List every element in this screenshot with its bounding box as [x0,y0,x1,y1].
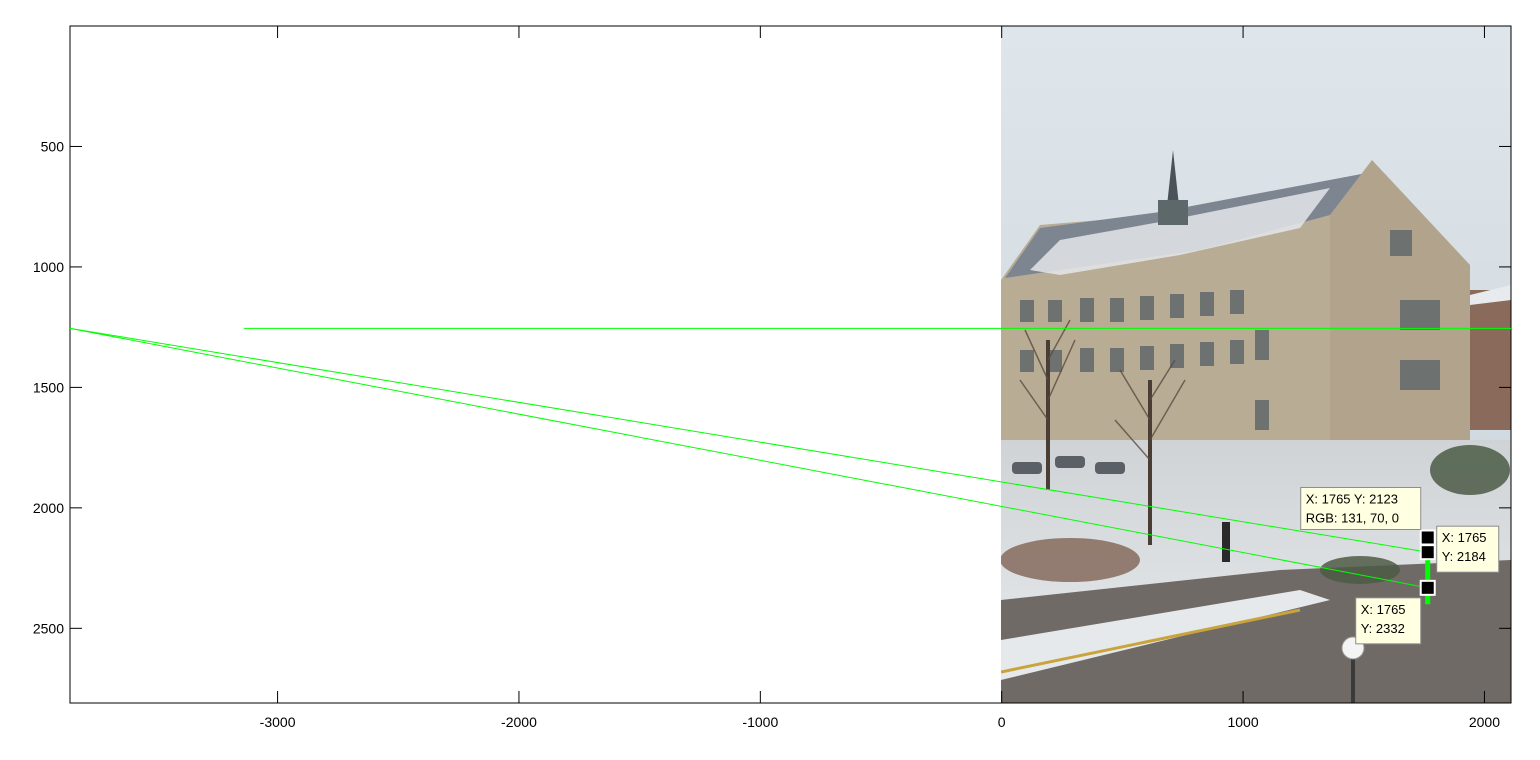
datatip-line: Y: 2184 [1442,549,1486,564]
datatip-marker[interactable] [1419,529,1436,546]
axis-ticks: -3000 -2000 -1000 0 1000 2000 500 1000 1500 2000 2… [33,26,1511,730]
y-tick-label: 500 [41,138,65,154]
datatip-line: RGB: 131, 70, 0 [1306,510,1399,525]
axes-box [69,25,1512,704]
datatip-box [1300,486,1422,530]
datatip-2[interactable]: X: 1765 Y: 2184 [1419,525,1500,573]
vanish-line-top [69,327,1428,553]
y-tick-label: 2000 [33,500,64,516]
datatip-line: X: 1765 [1361,602,1406,617]
datatip-box [1436,525,1500,573]
y-tick-label: 1000 [33,259,64,275]
building-photo [1001,26,1511,703]
x-tick-label: 2000 [1469,714,1500,730]
x-tick-label: -1000 [742,714,778,730]
datatips: X: 1765 Y: 2123 RGB: 131, 70, 0 X: 1765 Y: … [1300,486,1500,645]
x-tick-label: 0 [998,714,1006,730]
x-tick-label: -2000 [501,714,537,730]
y-tick-label: 1500 [33,379,64,395]
datatip-1[interactable]: X: 1765 Y: 2123 RGB: 131, 70, 0 [1300,486,1436,546]
datatip-line: Y: 2332 [1361,621,1405,636]
y-tick-label: 2500 [33,620,64,636]
datatip-line: X: 1765 Y: 2123 [1306,491,1398,506]
datatip-marker[interactable] [1419,544,1436,561]
x-tick-label: 1000 [1227,714,1258,730]
datatip-line: X: 1765 [1442,530,1487,545]
datatip-marker[interactable] [1419,579,1436,596]
vanish-line-bottom [69,327,1428,589]
datatip-box [1355,597,1422,645]
datatip-3[interactable]: X: 1765 Y: 2332 [1355,579,1436,645]
x-tick-label: -3000 [260,714,296,730]
